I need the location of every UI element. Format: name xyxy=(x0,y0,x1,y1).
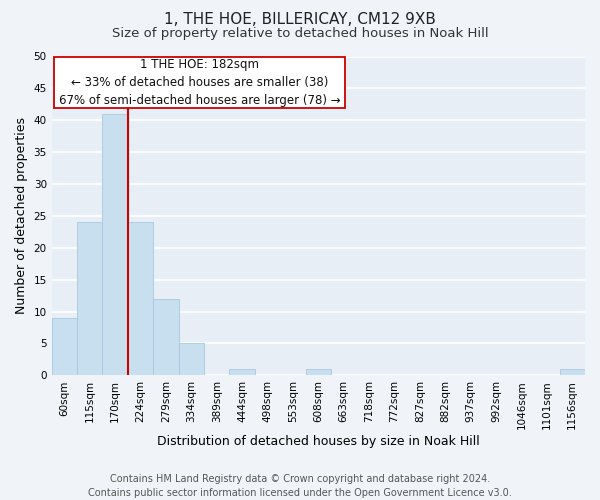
Text: Contains HM Land Registry data © Crown copyright and database right 2024.
Contai: Contains HM Land Registry data © Crown c… xyxy=(88,474,512,498)
Bar xyxy=(153,299,179,376)
Bar xyxy=(52,318,77,376)
FancyBboxPatch shape xyxy=(55,56,345,108)
X-axis label: Distribution of detached houses by size in Noak Hill: Distribution of detached houses by size … xyxy=(157,434,480,448)
Text: 1, THE HOE, BILLERICAY, CM12 9XB: 1, THE HOE, BILLERICAY, CM12 9XB xyxy=(164,12,436,28)
Bar xyxy=(229,369,255,376)
Y-axis label: Number of detached properties: Number of detached properties xyxy=(15,118,28,314)
Bar xyxy=(305,369,331,376)
Bar xyxy=(560,369,585,376)
Bar xyxy=(77,222,103,376)
Bar xyxy=(128,222,153,376)
Bar xyxy=(179,344,204,376)
Text: Size of property relative to detached houses in Noak Hill: Size of property relative to detached ho… xyxy=(112,28,488,40)
Text: 1 THE HOE: 182sqm
← 33% of detached houses are smaller (38)
67% of semi-detached: 1 THE HOE: 182sqm ← 33% of detached hous… xyxy=(59,58,340,106)
Bar xyxy=(103,114,128,376)
